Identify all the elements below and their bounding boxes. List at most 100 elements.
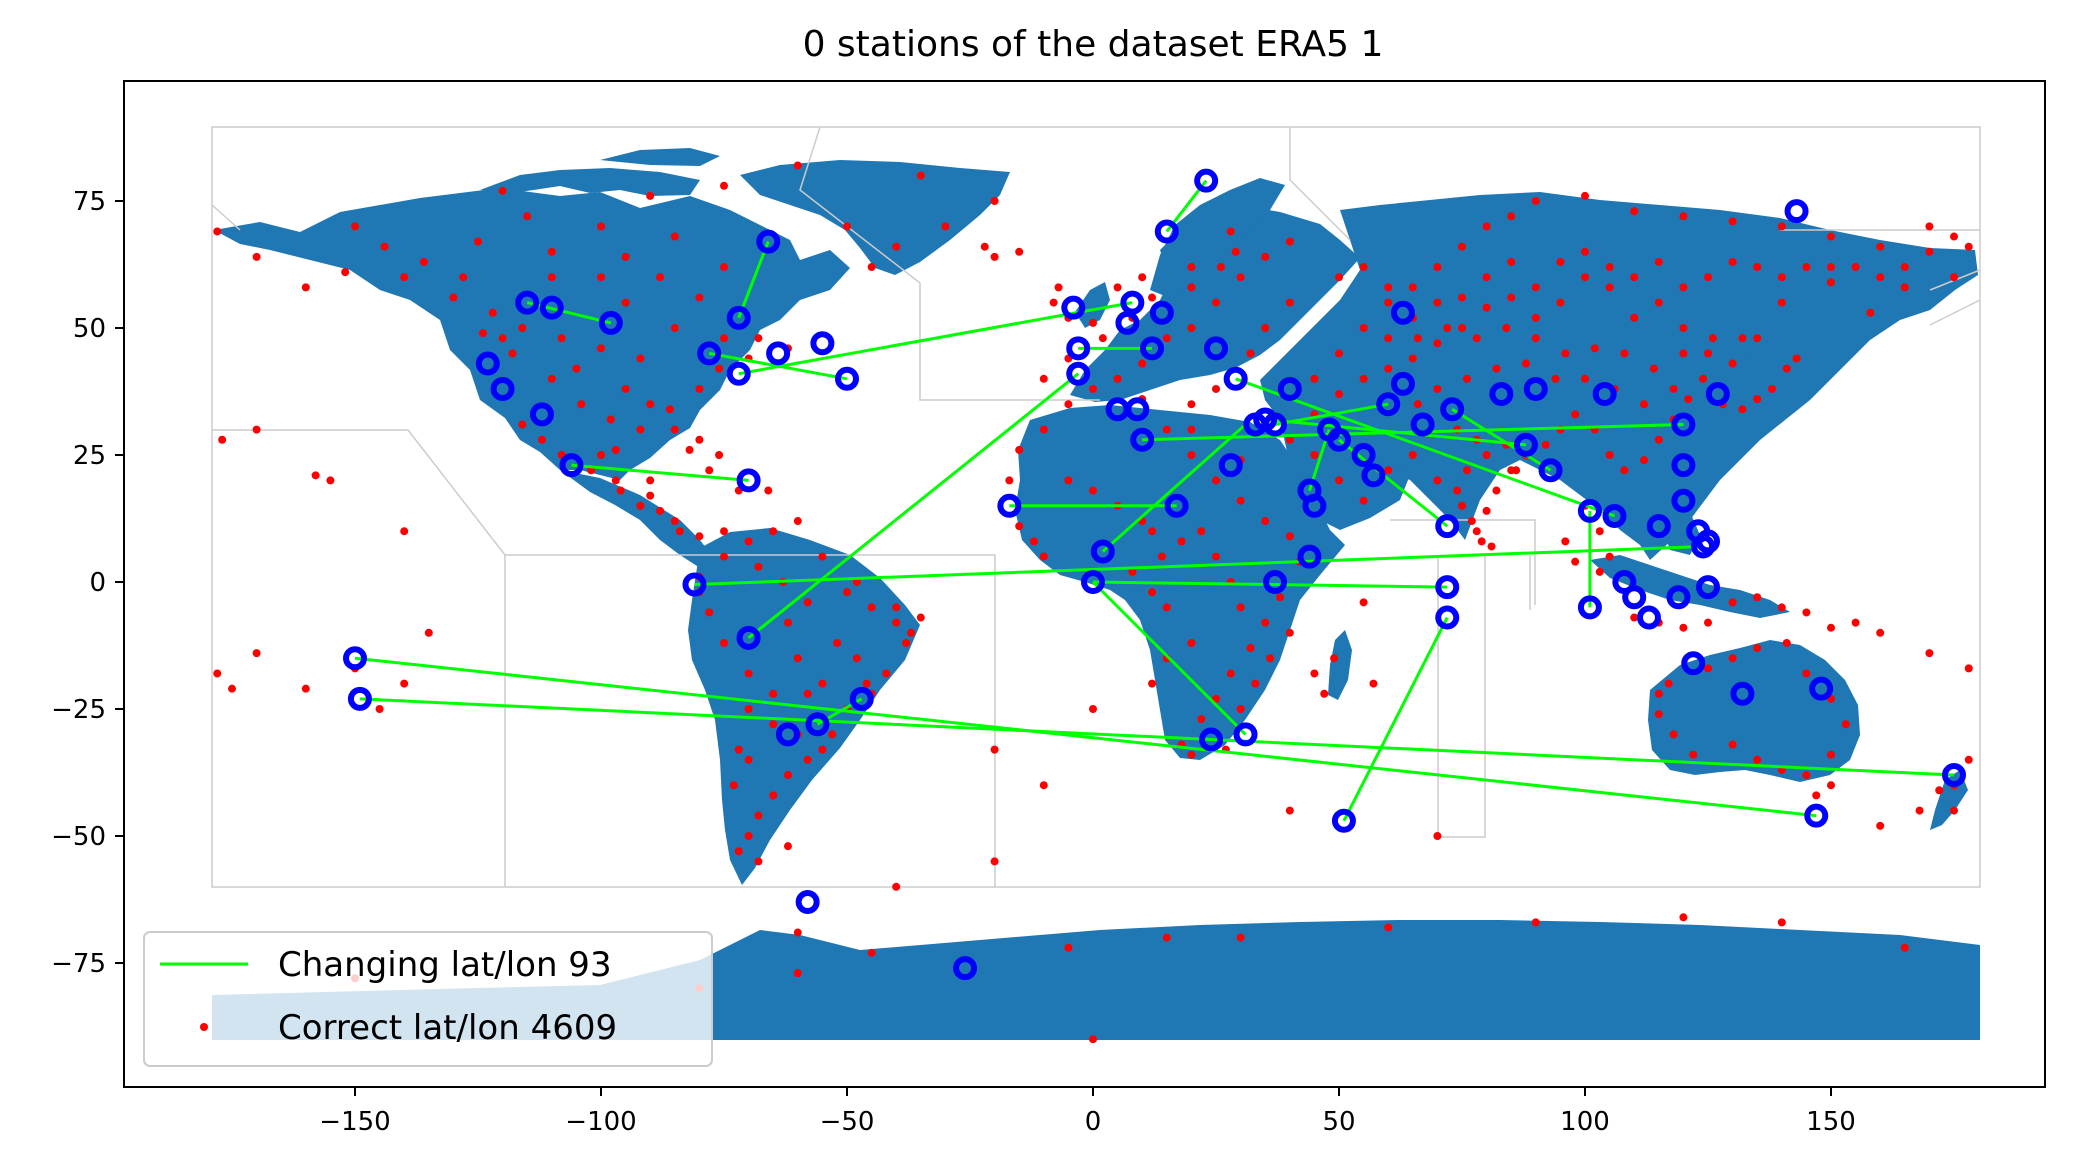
changing-station-point	[756, 229, 781, 254]
correct-station-point	[705, 608, 714, 617]
correct-station-point	[793, 161, 802, 170]
correct-station-point	[1335, 390, 1343, 399]
changing-station-point	[1410, 412, 1435, 437]
correct-station-point	[1089, 384, 1097, 393]
changing-station-point	[953, 956, 978, 981]
changing-station-line	[354, 656, 1817, 818]
correct-station-point	[1950, 273, 1958, 282]
correct-station-point	[252, 649, 261, 658]
correct-station-point	[1413, 334, 1422, 343]
correct-station-point	[449, 293, 458, 302]
changing-station-point	[726, 305, 751, 330]
correct-station-point	[793, 928, 802, 937]
correct-station-point	[1482, 273, 1491, 282]
correct-station-point	[1507, 257, 1516, 266]
correct-station-point	[1162, 603, 1171, 612]
y-tick-label: 0	[89, 568, 106, 598]
correct-station-point	[621, 252, 630, 261]
changing-station-point	[1942, 763, 1966, 788]
correct-station-point	[1964, 664, 1973, 673]
correct-station-point	[1827, 750, 1835, 759]
correct-station-point	[646, 191, 655, 200]
correct-station-point	[1851, 618, 1860, 627]
correct-station-point	[990, 745, 999, 754]
correct-station-point	[1098, 334, 1107, 343]
correct-station-point	[818, 745, 827, 754]
correct-station-point	[1605, 263, 1614, 272]
correct-station-point	[1521, 359, 1530, 368]
correct-station-point	[941, 222, 950, 231]
correct-station-point	[744, 755, 753, 764]
correct-station-point	[744, 537, 753, 546]
correct-station-point	[1216, 263, 1225, 272]
land-central-america	[560, 470, 715, 568]
correct-station-point	[1212, 384, 1220, 393]
correct-station-point	[1261, 252, 1270, 261]
correct-station-point	[1679, 623, 1688, 632]
correct-station-point	[1704, 273, 1712, 282]
correct-station-point	[1630, 313, 1639, 322]
changing-station-point	[1277, 376, 1302, 401]
correct-station-point	[1285, 237, 1294, 246]
correct-station-point	[1482, 303, 1491, 312]
changing-station-point	[1233, 722, 1258, 747]
correct-station-point	[665, 405, 674, 414]
correct-station-point	[1433, 298, 1442, 307]
changing-station-point	[1646, 514, 1671, 539]
correct-station-point	[1704, 349, 1712, 358]
correct-station-point	[1753, 644, 1762, 653]
correct-station-point	[1408, 354, 1417, 363]
correct-station-point	[1630, 273, 1639, 282]
correct-station-point	[882, 669, 891, 678]
changing-station-point	[1061, 295, 1086, 320]
correct-station-point	[720, 527, 728, 536]
legend-box	[143, 931, 713, 1067]
correct-station-point	[1649, 364, 1658, 373]
y-tick-label: −25	[51, 695, 106, 725]
correct-station-point	[1384, 298, 1393, 307]
y-tick-label: 25	[73, 441, 106, 471]
correct-station-point	[1049, 298, 1058, 307]
correct-station-point	[498, 186, 507, 195]
correct-station-point	[1777, 603, 1786, 612]
correct-station-point	[769, 791, 778, 800]
changing-station-point	[1513, 432, 1538, 457]
changing-station-point	[1302, 493, 1327, 518]
correct-station-point	[769, 689, 778, 698]
correct-station-point	[990, 197, 999, 205]
correct-station-point	[1561, 537, 1570, 546]
correct-station-point	[252, 425, 261, 434]
changing-station-point	[1120, 290, 1145, 315]
correct-station-point	[1359, 496, 1368, 505]
correct-station-point	[1458, 501, 1466, 510]
changing-station-point	[529, 402, 554, 427]
correct-station-point	[1310, 451, 1319, 459]
legend-label-changing: Changing lat/lon 93	[278, 945, 612, 985]
correct-station-point	[557, 334, 566, 343]
correct-station-point	[670, 517, 679, 526]
correct-station-point	[1285, 806, 1294, 815]
correct-station-point	[1571, 557, 1580, 566]
correct-station-point	[1310, 669, 1319, 678]
correct-station-point	[1581, 191, 1589, 200]
changing-station-point	[766, 341, 791, 366]
changing-station-point	[736, 625, 761, 650]
correct-station-point	[1812, 791, 1821, 800]
changing-station-point	[347, 686, 372, 711]
changing-station-point	[490, 376, 515, 401]
correct-station-point	[1531, 313, 1540, 322]
correct-station-point	[1866, 308, 1875, 317]
correct-station-point	[1212, 298, 1220, 307]
correct-station-point	[744, 669, 753, 678]
changing-station-point	[1204, 336, 1228, 361]
correct-station-point	[1472, 334, 1481, 343]
correct-station-point	[1261, 517, 1270, 526]
correct-station-point	[1212, 552, 1220, 561]
correct-station-point	[1148, 293, 1157, 302]
correct-station-point	[715, 451, 724, 459]
correct-station-point	[1039, 781, 1048, 790]
correct-station-point	[754, 562, 763, 571]
correct-station-point	[1359, 324, 1368, 332]
correct-station-point	[1561, 349, 1570, 358]
changing-station-point	[1164, 493, 1189, 518]
